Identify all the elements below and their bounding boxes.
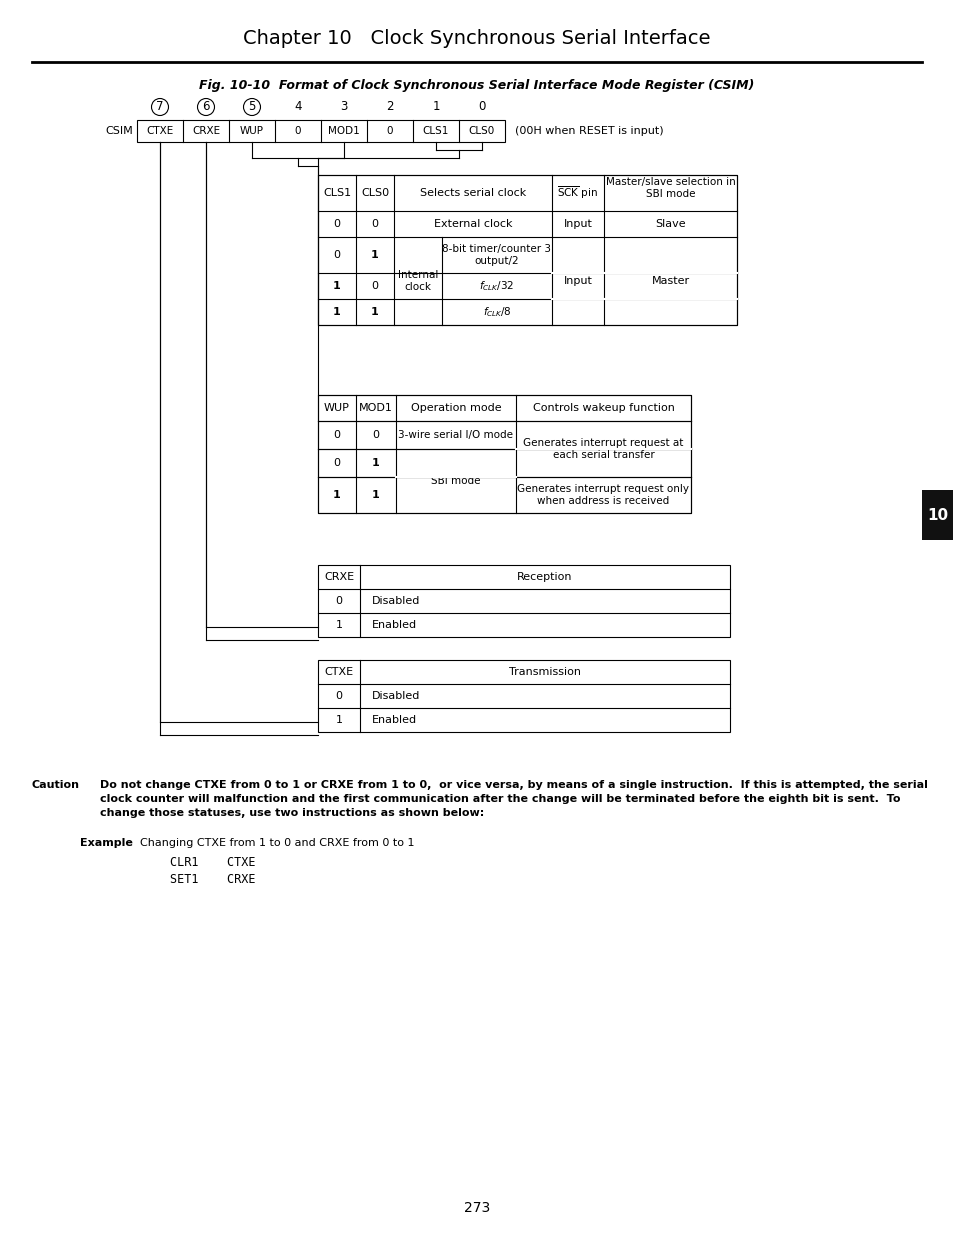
Text: 0: 0 — [335, 692, 342, 701]
Text: Changing CTXE from 1 to 0 and CRXE from 0 to 1: Changing CTXE from 1 to 0 and CRXE from … — [140, 839, 414, 848]
Text: $\overline{\rm SCK}$ pin: $\overline{\rm SCK}$ pin — [557, 185, 598, 201]
Text: External clock: External clock — [434, 219, 512, 228]
Text: 0: 0 — [477, 100, 485, 114]
Text: CLS1: CLS1 — [323, 188, 351, 198]
Text: Internal
clock: Internal clock — [397, 269, 437, 293]
Text: 7: 7 — [156, 100, 164, 114]
Text: Master: Master — [651, 275, 689, 287]
Text: Input: Input — [563, 275, 592, 287]
Text: 0: 0 — [334, 249, 340, 261]
Text: 1: 1 — [372, 458, 379, 468]
Text: 1: 1 — [371, 308, 378, 317]
Text: 0: 0 — [372, 430, 379, 440]
Text: CTXE: CTXE — [146, 126, 173, 136]
Text: 1: 1 — [333, 282, 340, 291]
Text: Enabled: Enabled — [372, 620, 416, 630]
Text: 1: 1 — [371, 249, 378, 261]
Text: Generates interrupt request only
when address is received: Generates interrupt request only when ad… — [517, 484, 689, 506]
Text: WUP: WUP — [324, 403, 350, 412]
Text: Caution: Caution — [32, 781, 80, 790]
Text: 0: 0 — [334, 430, 340, 440]
Text: 5: 5 — [248, 100, 255, 114]
Text: Reception: Reception — [517, 572, 572, 582]
Text: CRXE: CRXE — [192, 126, 220, 136]
Text: 3: 3 — [340, 100, 347, 114]
Text: 6: 6 — [202, 100, 210, 114]
Bar — [317, 395, 690, 513]
Text: $f_{CLK}$/8: $f_{CLK}$/8 — [482, 305, 511, 319]
Text: CLS0: CLS0 — [360, 188, 389, 198]
Bar — [317, 175, 737, 325]
Bar — [317, 395, 690, 513]
Text: Example: Example — [80, 839, 132, 848]
Text: 2: 2 — [386, 100, 394, 114]
Text: 0: 0 — [334, 219, 340, 228]
Text: Do not change CTXE from 0 to 1 or CRXE from 1 to 0,  or vice versa, by means of : Do not change CTXE from 0 to 1 or CRXE f… — [100, 781, 927, 818]
Text: CLS0: CLS0 — [468, 126, 495, 136]
Text: CTXE: CTXE — [324, 667, 354, 677]
Text: Operation mode: Operation mode — [410, 403, 500, 412]
Text: CLS1: CLS1 — [422, 126, 449, 136]
Text: 273: 273 — [463, 1200, 490, 1215]
Bar — [317, 659, 729, 732]
Text: Controls wakeup function: Controls wakeup function — [532, 403, 674, 412]
Text: 10: 10 — [926, 508, 947, 522]
Text: Input: Input — [563, 219, 592, 228]
Text: CSIM: CSIM — [105, 126, 132, 136]
Text: Disabled: Disabled — [372, 692, 420, 701]
Text: (00H when RESET is input): (00H when RESET is input) — [515, 126, 663, 136]
Text: Fig. 10-10  Format of Clock Synchronous Serial Interface Mode Register (CSIM): Fig. 10-10 Format of Clock Synchronous S… — [199, 79, 754, 93]
Text: 1: 1 — [432, 100, 439, 114]
Bar — [317, 175, 737, 325]
Text: 1: 1 — [335, 620, 342, 630]
Text: $f_{CLK}$/32: $f_{CLK}$/32 — [478, 279, 515, 293]
Bar — [137, 120, 504, 142]
Text: 8-bit timer/counter 3
output/2: 8-bit timer/counter 3 output/2 — [442, 243, 551, 267]
Text: MOD1: MOD1 — [358, 403, 393, 412]
Text: Generates interrupt request at
each serial transfer: Generates interrupt request at each seri… — [523, 437, 683, 461]
Text: 0: 0 — [334, 458, 340, 468]
Text: SET1    CRXE: SET1 CRXE — [170, 873, 255, 885]
Text: 0: 0 — [294, 126, 301, 136]
Text: 4: 4 — [294, 100, 301, 114]
Text: Selects serial clock: Selects serial clock — [419, 188, 525, 198]
Text: 1: 1 — [333, 490, 340, 500]
Text: Transmission: Transmission — [509, 667, 580, 677]
Text: WUP: WUP — [240, 126, 264, 136]
Text: 1: 1 — [372, 490, 379, 500]
Text: 1: 1 — [333, 308, 340, 317]
Text: Slave: Slave — [655, 219, 685, 228]
Text: 0: 0 — [335, 597, 342, 606]
Text: Chapter 10   Clock Synchronous Serial Interface: Chapter 10 Clock Synchronous Serial Inte… — [243, 28, 710, 47]
Text: CRXE: CRXE — [324, 572, 354, 582]
Text: 1: 1 — [335, 715, 342, 725]
Text: 3-wire serial I/O mode: 3-wire serial I/O mode — [398, 430, 513, 440]
Text: CLR1    CTXE: CLR1 CTXE — [170, 856, 255, 869]
Text: Master/slave selection in
SBI mode: Master/slave selection in SBI mode — [605, 177, 735, 199]
Text: 0: 0 — [371, 219, 378, 228]
Text: MOD1: MOD1 — [328, 126, 359, 136]
Bar — [317, 564, 729, 637]
Text: 0: 0 — [371, 282, 378, 291]
Text: Enabled: Enabled — [372, 715, 416, 725]
Text: Disabled: Disabled — [372, 597, 420, 606]
Text: 0: 0 — [386, 126, 393, 136]
Bar — [921, 490, 953, 540]
Text: SBI mode: SBI mode — [431, 475, 480, 487]
